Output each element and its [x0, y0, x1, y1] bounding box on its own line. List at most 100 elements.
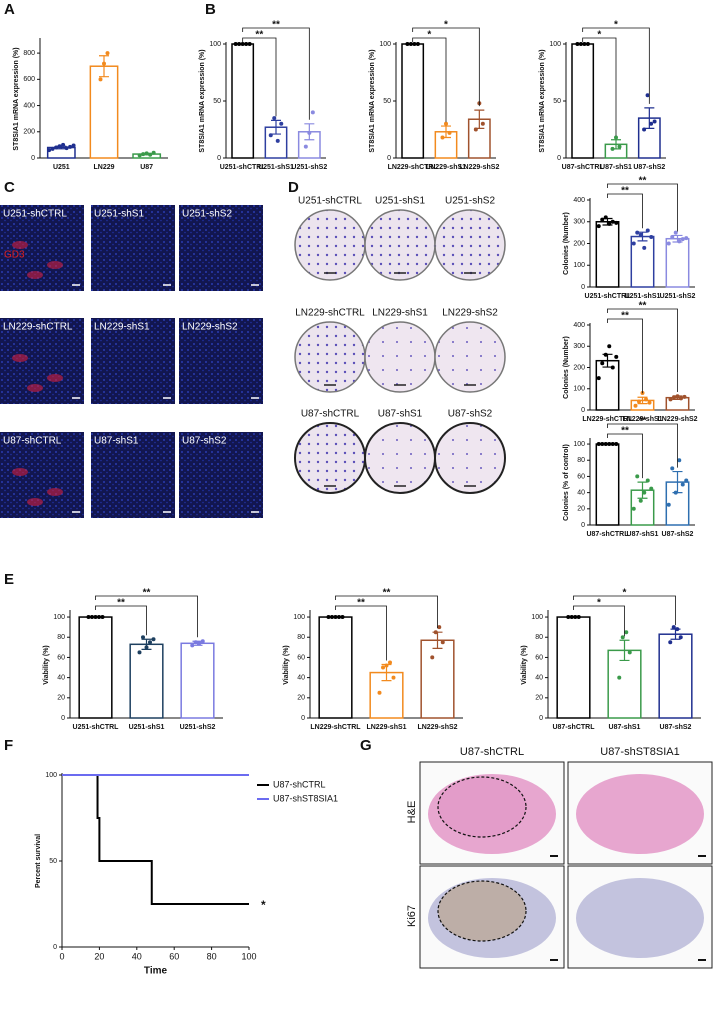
data-point: [61, 142, 66, 147]
x-tick-label: U87: [140, 164, 153, 171]
x-tick-label: U87-shS2: [662, 531, 694, 538]
x-tick-label: U87-shS1: [627, 531, 659, 538]
data-point: [148, 152, 153, 157]
y-tick-label: 80: [577, 457, 585, 464]
data-point: [137, 650, 142, 655]
significance-label: *: [597, 598, 601, 609]
x-tick-label: 100: [241, 951, 256, 961]
gd3-signal: [12, 468, 28, 476]
y-tick-label: 200: [573, 240, 585, 247]
y-tick-label: 100: [209, 41, 221, 48]
x-tick-label: LN229-shS2: [657, 416, 697, 423]
data-point: [645, 93, 650, 98]
microscopy-image: [179, 318, 263, 404]
bar: [78, 616, 113, 719]
data-point: [672, 395, 676, 400]
data-point: [151, 150, 156, 155]
microscopy-image: [91, 205, 175, 291]
data-point: [582, 42, 587, 46]
bar: [89, 65, 119, 159]
data-point: [610, 219, 615, 224]
legend-label: U87-shST8SIA1: [273, 793, 338, 803]
data-point: [645, 228, 650, 233]
y-axis-label: Viability (%): [43, 645, 50, 685]
data-point: [105, 51, 110, 56]
x-tick-label: U251-shS2: [180, 724, 216, 731]
data-point: [480, 121, 485, 126]
image-label: U87-shS2: [182, 436, 227, 447]
data-point: [303, 144, 308, 149]
row-label: H&E: [406, 801, 418, 824]
data-point: [642, 127, 647, 132]
y-tick-label: 0: [31, 155, 35, 162]
tumor-outline: [437, 776, 527, 838]
significance-label: **: [143, 588, 151, 599]
y-tick-label: 200: [573, 364, 585, 371]
x-tick-label: LN229-shS2: [459, 164, 499, 171]
y-axis-label: Colonies (% of control): [563, 444, 570, 521]
data-point: [649, 486, 654, 491]
colony-dish: [434, 209, 506, 281]
data-point: [57, 144, 62, 149]
data-point: [473, 127, 478, 132]
x-tick-label: 20: [94, 951, 104, 961]
y-tick-label: 40: [57, 674, 65, 681]
significance-bracket: [607, 308, 678, 392]
data-point: [151, 637, 156, 642]
data-point: [617, 144, 622, 149]
y-tick-label: 0: [301, 715, 305, 722]
data-point: [600, 217, 605, 222]
x-tick-label: U251-shS1: [129, 724, 165, 731]
significance-bracket: [573, 595, 676, 626]
significance-label: *: [614, 20, 618, 31]
significance-label: *: [427, 30, 431, 41]
data-point: [279, 121, 284, 126]
significance-bracket: [607, 183, 678, 232]
data-point: [596, 442, 601, 447]
data-point: [603, 352, 608, 357]
annotation: *: [261, 898, 266, 912]
y-tick-label: 800: [23, 50, 35, 57]
y-tick-label: 400: [573, 322, 585, 329]
data-point: [437, 625, 442, 630]
data-point: [197, 641, 202, 646]
significance-bracket: [335, 595, 438, 629]
column-label: U87-shST8SIA1: [600, 746, 679, 758]
panel-letter: B: [205, 1, 216, 18]
data-point: [652, 119, 657, 124]
data-point: [642, 490, 647, 495]
y-tick-label: 20: [535, 695, 543, 702]
data-point: [638, 232, 643, 237]
x-tick-label: LN229-shS1: [426, 164, 466, 171]
data-point: [596, 376, 601, 381]
column-label: U87-shCTRL: [460, 746, 524, 758]
panel-letter: C: [4, 179, 15, 196]
data-point: [670, 234, 675, 239]
x-tick-label: U87-shCTRL: [586, 531, 629, 538]
colony-dish: [294, 422, 366, 494]
colony-dish: [364, 321, 436, 393]
data-point: [675, 627, 680, 632]
x-tick-label: U251-shCTRL: [220, 164, 267, 171]
data-point: [679, 396, 683, 401]
significance-bracket: [607, 423, 678, 468]
data-point: [684, 478, 689, 483]
x-tick-label: U87-shS1: [609, 724, 641, 731]
data-point: [600, 442, 605, 447]
gd3-signal: [27, 384, 43, 392]
data-point: [569, 615, 574, 620]
y-tick-label: 0: [581, 407, 585, 414]
y-tick-label: 0: [61, 715, 65, 722]
data-point: [447, 130, 452, 135]
gd3-signal: [27, 271, 43, 279]
dish-label: U87-shCTRL: [301, 409, 360, 420]
x-tick-label: U87-shS2: [660, 724, 692, 731]
bar: [556, 616, 591, 719]
stain-label: GD3: [4, 250, 25, 261]
data-point: [624, 630, 629, 635]
significance-bracket: [607, 193, 643, 229]
y-tick-label: 100: [573, 262, 585, 269]
image-label: U87-shS1: [94, 436, 139, 447]
y-tick-label: 80: [57, 634, 65, 641]
